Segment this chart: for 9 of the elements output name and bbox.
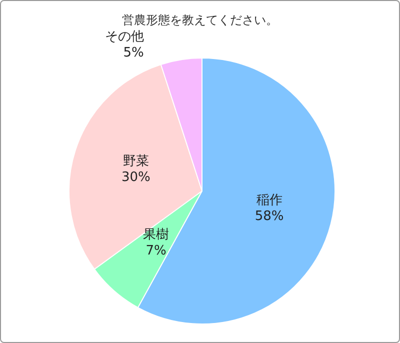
data-label: 30% [121,170,150,186]
chart-title: 営農形態を教えてください。 [122,13,278,27]
slice-label: その他 [104,29,144,44]
data-label: 58% [254,208,284,224]
data-label: 5% [123,45,144,60]
slice-label: 果樹 [143,228,170,243]
slice-label: 野菜 [122,154,149,170]
data-label: 7% [146,244,166,259]
slice-label: 稲作 [256,192,282,208]
